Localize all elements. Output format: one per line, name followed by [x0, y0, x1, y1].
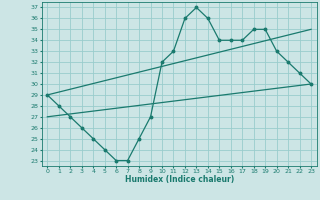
X-axis label: Humidex (Indice chaleur): Humidex (Indice chaleur) [124, 175, 234, 184]
